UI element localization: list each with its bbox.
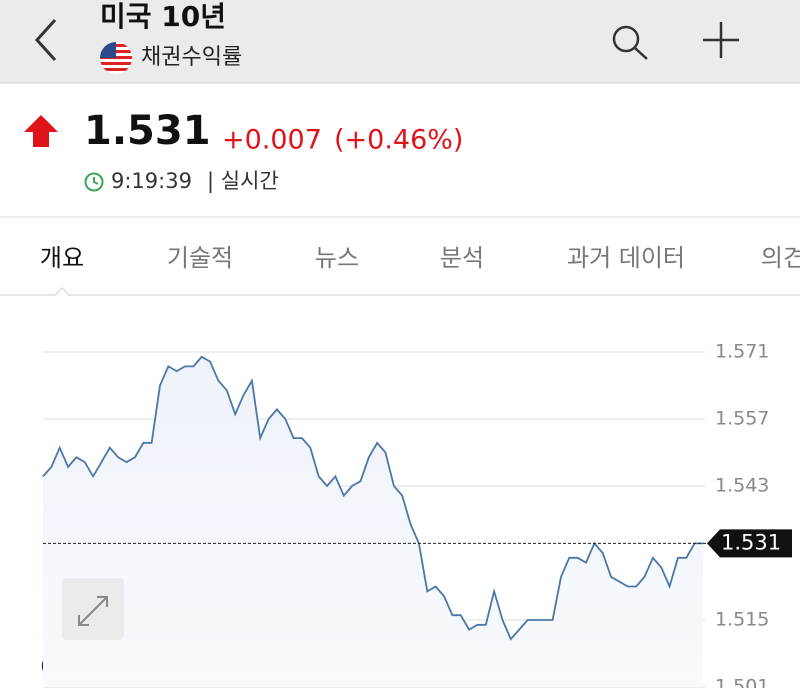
flag-icon xyxy=(100,42,132,74)
area xyxy=(43,356,703,687)
status: | 실시간 xyxy=(207,169,279,194)
search-button[interactable] xyxy=(612,25,648,60)
y-tick-label: 1.557 xyxy=(715,408,769,430)
clock-icon xyxy=(84,172,104,192)
tab[interactable]: 분석 xyxy=(440,244,484,272)
tab[interactable]: 뉴스 xyxy=(315,244,359,272)
subtitle: 채권수익률 xyxy=(141,45,242,70)
up-arrow xyxy=(24,115,58,147)
back-button[interactable] xyxy=(34,18,57,62)
y-tick-label: 1.543 xyxy=(715,475,769,497)
y-tick-label: 1.501 xyxy=(715,676,769,688)
last-value-box xyxy=(707,529,792,558)
title: 미국 10년 xyxy=(100,0,226,33)
add-button[interactable] xyxy=(703,22,739,58)
tab-border xyxy=(0,286,800,296)
expand-button[interactable] xyxy=(62,578,124,640)
tab[interactable]: 개요 xyxy=(40,244,84,272)
price: 1.531 xyxy=(84,108,211,154)
tab[interactable]: 기술적 xyxy=(167,244,233,272)
header-bar xyxy=(0,0,800,83)
chart: 1.5711.5571.5431.5151.50109:1514:4520:15… xyxy=(41,341,792,688)
tab[interactable]: 의견 xyxy=(761,244,800,272)
tabs: 개요 기술적 뉴스 분석 과거 데이터 의견 xyxy=(40,244,800,272)
change: +0.007 xyxy=(222,125,322,156)
line xyxy=(42,355,703,641)
y-tick-label: 1.571 xyxy=(715,341,769,363)
time: 9:19:39 xyxy=(111,169,192,193)
change-percent: (+0.46%) xyxy=(334,125,463,156)
last-value-label: 1.531 xyxy=(721,530,781,554)
tab[interactable]: 과거 데이터 xyxy=(567,244,685,272)
y-tick-label: 1.515 xyxy=(715,609,769,631)
